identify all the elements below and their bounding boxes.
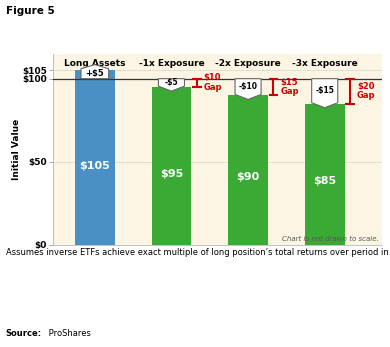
Text: ProShares: ProShares	[46, 329, 90, 338]
Text: -3x Exposure: -3x Exposure	[292, 59, 358, 68]
Text: $15
Gap: $15 Gap	[280, 78, 299, 96]
Text: Chart is not drawn to scale.: Chart is not drawn to scale.	[282, 236, 378, 242]
Text: $85: $85	[313, 176, 336, 186]
Text: +$5: +$5	[85, 69, 104, 78]
Text: -1x Exposure: -1x Exposure	[138, 59, 204, 68]
Text: Source:: Source:	[6, 329, 42, 338]
Bar	[151, 87, 191, 245]
Text: $10
Gap: $10 Gap	[204, 74, 222, 92]
Polygon shape	[158, 79, 184, 91]
Bar	[75, 70, 115, 245]
Y-axis label: Initial Value: Initial Value	[12, 119, 21, 180]
Text: Long Assets: Long Assets	[64, 59, 126, 68]
Text: For -1x, -2x, And -3x Inverse ETFs As Full Hedges: For -1x, -2x, And -3x Inverse ETFs As Fu…	[61, 40, 331, 50]
Text: $105: $105	[80, 161, 110, 171]
Bar	[305, 103, 345, 245]
Text: $95: $95	[160, 169, 183, 179]
Text: Comparison Of Initial Investment And Exposure Sizes: Comparison Of Initial Investment And Exp…	[50, 21, 342, 31]
Text: -2x Exposure: -2x Exposure	[215, 59, 281, 68]
Text: -$15: -$15	[315, 86, 334, 95]
Text: -$5: -$5	[165, 78, 178, 87]
Text: -$10: -$10	[239, 82, 257, 91]
Text: Figure 5: Figure 5	[6, 6, 55, 16]
Polygon shape	[312, 79, 338, 108]
Text: $90: $90	[236, 172, 260, 183]
Bar	[228, 95, 268, 245]
Text: Assumes inverse ETFs achieve exact multiple of long position’s total returns ove: Assumes inverse ETFs achieve exact multi…	[6, 248, 390, 257]
Polygon shape	[235, 79, 261, 100]
Polygon shape	[81, 65, 108, 79]
Text: $20
Gap: $20 Gap	[357, 82, 376, 101]
